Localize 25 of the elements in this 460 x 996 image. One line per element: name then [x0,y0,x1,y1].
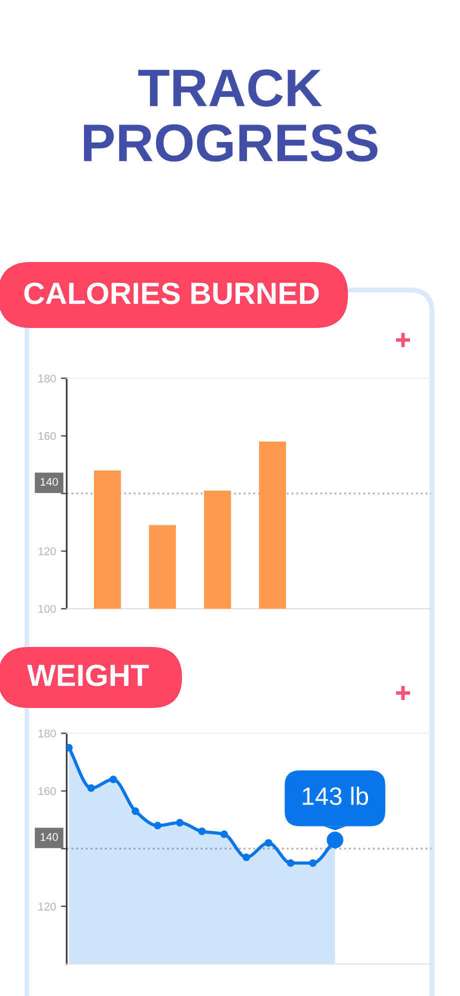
point [264,839,272,847]
point [109,776,118,784]
point [176,818,184,827]
ref-line-label: 140 [40,833,58,841]
y-tick-label: 180 [38,730,56,738]
point [220,830,228,838]
y-tick-label: 100 [38,604,56,613]
y-tick-label: 120 [38,902,56,910]
point [154,822,162,830]
point [198,828,206,836]
chart-title: WEIGHT [27,664,149,686]
point [66,744,73,752]
point [309,859,317,867]
y-tick-label: 180 [38,374,56,382]
y-tick-label: 160 [38,787,56,796]
ref-line-label: 140 [40,478,58,486]
y-tick-label: 160 [38,432,56,440]
point [286,859,294,867]
point [132,807,140,815]
text: TRACK PROGRESS [84,69,378,162]
data-label: 143 lb [302,786,368,806]
y-tick-label: 120 [38,547,56,556]
point [87,784,95,792]
chart-title: CALORIES BURNED [24,282,319,304]
point [242,853,250,862]
